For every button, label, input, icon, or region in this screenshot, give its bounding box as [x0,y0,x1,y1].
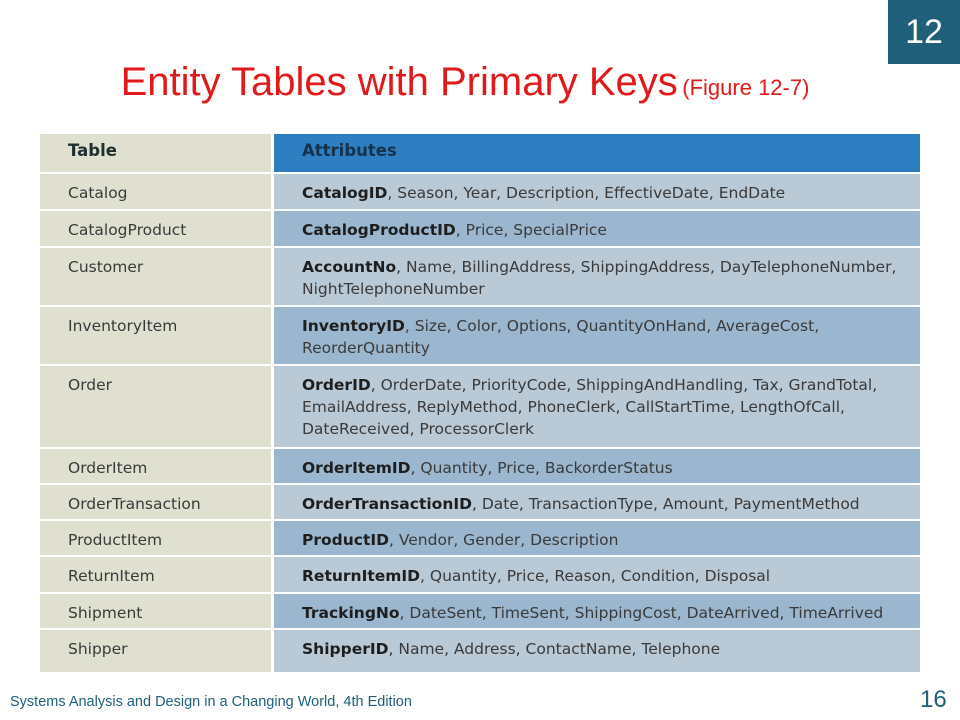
primary-key: OrderTransactionID [302,495,472,513]
row-table-name: Order [40,366,274,449]
row-table-name: InventoryItem [40,307,274,366]
attribute-list: , Season, Year, Description, EffectiveDa… [387,184,786,202]
attribute-list: , Price, SpecialPrice [455,221,607,239]
header-attributes: Attributes [274,134,920,174]
chapter-number-badge: 12 [888,0,960,64]
row-attributes: CatalogProductID, Price, SpecialPrice [274,211,920,248]
row-table-name: ReturnItem [40,557,274,594]
primary-key: CatalogProductID [302,221,456,239]
page-number: 16 [920,686,947,713]
primary-key: ShipperID [302,640,389,658]
attribute-list: , Name, BillingAddress, ShippingAddress,… [302,258,897,298]
row-table-name: ProductItem [40,521,274,557]
row-attributes: TrackingNo, DateSent, TimeSent, Shipping… [274,594,920,630]
primary-key: OrderID [302,376,371,394]
primary-key: InventoryID [302,317,405,335]
primary-key: TrackingNo [302,604,400,622]
row-attributes: AccountNo, Name, BillingAddress, Shippin… [274,248,920,307]
slide-title-main: Entity Tables with Primary Keys [120,60,678,104]
footer-book-title: Systems Analysis and Design in a Changin… [10,694,412,710]
row-attributes: OrderTransactionID, Date, TransactionTyp… [274,485,920,521]
row-attributes: CatalogID, Season, Year, Description, Ef… [274,174,920,211]
row-attributes: InventoryID, Size, Color, Options, Quant… [274,307,920,366]
attribute-list: , Size, Color, Options, QuantityOnHand, … [302,317,820,357]
slide-title: Entity Tables with Primary Keys (Figure … [0,60,930,105]
attribute-list: , Name, Address, ContactName, Telephone [388,640,721,658]
row-attributes: ProductID, Vendor, Gender, Description [274,521,920,557]
header-table: Table [40,134,274,174]
row-attributes: OrderID, OrderDate, PriorityCode, Shippi… [274,366,920,449]
row-table-name: Customer [40,248,274,307]
row-attributes: OrderItemID, Quantity, Price, BackorderS… [274,449,920,485]
primary-key: ProductID [302,531,390,549]
attribute-list: , Vendor, Gender, Description [389,531,619,549]
attribute-list: , Date, TransactionType, Amount, Payment… [472,495,860,513]
row-table-name: Catalog [40,174,274,211]
slide-title-figure-ref: (Figure 12-7) [682,75,810,100]
row-table-name: Shipper [40,630,274,674]
attribute-list: , Quantity, Price, Reason, Condition, Di… [420,567,771,585]
primary-key: CatalogID [302,184,388,202]
primary-key: OrderItemID [302,459,411,477]
primary-key: AccountNo [302,258,397,276]
attribute-list: , Quantity, Price, BackorderStatus [410,459,673,477]
row-attributes: ShipperID, Name, Address, ContactName, T… [274,630,920,674]
row-table-name: OrderTransaction [40,485,274,521]
primary-key: ReturnItemID [302,567,421,585]
row-table-name: CatalogProduct [40,211,274,248]
row-table-name: OrderItem [40,449,274,485]
row-attributes: ReturnItemID, Quantity, Price, Reason, C… [274,557,920,594]
row-table-name: Shipment [40,594,274,630]
entity-table: Table Attributes Catalog CatalogID, Seas… [40,134,920,674]
attribute-list: , DateSent, TimeSent, ShippingCost, Date… [399,604,884,622]
attribute-list: , OrderDate, PriorityCode, ShippingAndHa… [302,376,878,438]
